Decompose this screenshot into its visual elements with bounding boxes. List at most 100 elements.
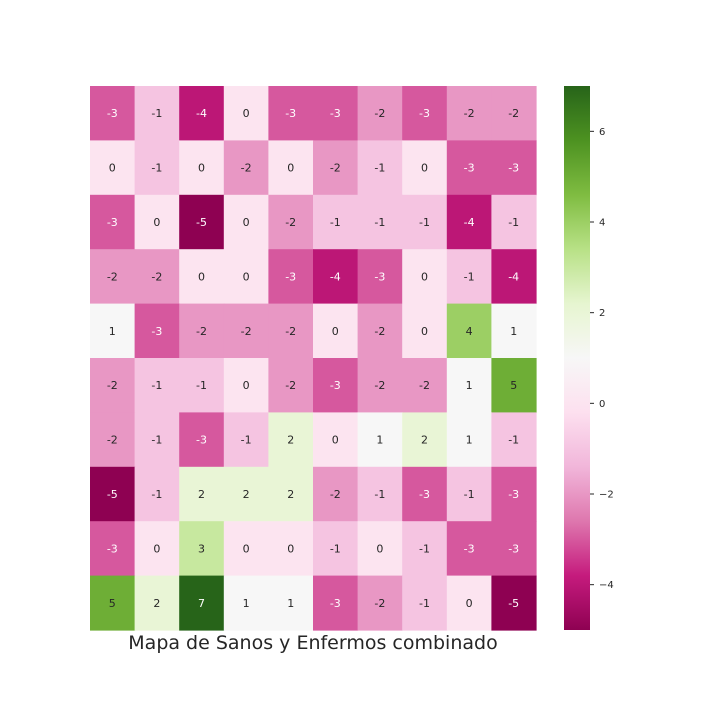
- cell-value-label: -2: [241, 162, 252, 175]
- cell-value-label: 1: [287, 597, 294, 610]
- cell-value-label: 1: [466, 434, 473, 447]
- heatmap-cell: [402, 249, 448, 305]
- heatmap-cell: [90, 575, 136, 631]
- cell-value-label: 1: [243, 597, 250, 610]
- colorbar-tick-label: −2: [599, 490, 614, 501]
- cell-value-label: 7: [198, 597, 205, 610]
- cell-value-label: -2: [107, 270, 118, 283]
- cell-value-label: -2: [285, 379, 296, 392]
- heatmap-cell: [134, 466, 180, 522]
- colorbar-tick-label: 4: [599, 218, 605, 229]
- cell-value-label: -2: [151, 270, 162, 283]
- cell-value-label: -3: [285, 107, 296, 120]
- heatmap-cell: [446, 466, 492, 522]
- heatmap-cell: [313, 140, 359, 196]
- heatmap-cells: -3 -1 -4 0 -3 -3 -2 -3 -2 -2 0 -1 0 -2 0 -2 -1 0 -3 -3 -3 0 -5…: [90, 86, 537, 631]
- cell-value-label: -3: [330, 107, 341, 120]
- cell-value-label: -3: [508, 162, 519, 175]
- cell-value-label: 4: [466, 325, 473, 338]
- heatmap-cell: [357, 575, 403, 631]
- cell-value-label: -3: [330, 597, 341, 610]
- cell-value-label: -3: [107, 542, 118, 555]
- cell-value-label: 0: [243, 216, 250, 229]
- cell-value-label: 2: [153, 597, 160, 610]
- heatmap-cell: [313, 86, 359, 141]
- colorbar-tick-label: 2: [599, 308, 605, 319]
- cell-value-label: 0: [421, 325, 428, 338]
- cell-value-label: -3: [464, 542, 475, 555]
- colorbar-tick-label: −4: [599, 580, 614, 591]
- heatmap-cell: [357, 249, 403, 305]
- heatmap-cell: [313, 303, 359, 359]
- cell-value-label: -2: [107, 379, 118, 392]
- cell-value-label: 1: [510, 325, 517, 338]
- cell-value-label: -2: [464, 107, 475, 120]
- heatmap-cell: [223, 466, 269, 522]
- cell-value-label: -1: [241, 434, 252, 447]
- cell-value-label: 0: [243, 379, 250, 392]
- cell-value-label: 5: [510, 379, 517, 392]
- cell-value-label: -2: [374, 107, 385, 120]
- heatmap-cell: [90, 358, 136, 413]
- heatmap-cell: [268, 303, 314, 359]
- heatmap-cell: [446, 249, 492, 305]
- colorbar-gradient: [564, 86, 590, 630]
- heatmap-cell: [313, 521, 359, 577]
- heatmap-cell: [90, 303, 136, 359]
- heatmap-cell: [313, 575, 359, 631]
- cell-value-label: -2: [241, 325, 252, 338]
- cell-value-label: -5: [107, 488, 118, 501]
- cell-value-label: -1: [330, 216, 341, 229]
- heatmap-cell: [313, 466, 359, 522]
- heatmap-cell: [402, 86, 448, 141]
- heatmap-cell: [179, 466, 225, 522]
- heatmap-cell: [179, 249, 225, 305]
- heatmap-cell: [223, 575, 269, 631]
- heatmap-cell: [357, 466, 403, 522]
- cell-value-label: 2: [421, 434, 428, 447]
- cell-value-label: 0: [421, 162, 428, 175]
- cell-value-label: 0: [153, 216, 160, 229]
- heatmap-cell: [90, 249, 136, 305]
- heatmap-cell: [268, 466, 314, 522]
- heatmap-cell: [491, 412, 537, 468]
- heatmap-cell: [134, 86, 180, 141]
- heatmap-cell: [268, 249, 314, 305]
- heatmap-cell: [357, 86, 403, 141]
- heatmap-cell: [90, 194, 136, 250]
- cell-value-label: -3: [464, 162, 475, 175]
- cell-value-label: -3: [196, 434, 207, 447]
- heatmap-cell: [313, 194, 359, 250]
- cell-value-label: -1: [419, 542, 430, 555]
- heatmap-cell: [134, 249, 180, 305]
- heatmap-cell: [491, 86, 537, 141]
- cell-value-label: -1: [151, 379, 162, 392]
- cell-value-label: 1: [466, 379, 473, 392]
- cell-value-label: -3: [107, 107, 118, 120]
- heatmap-cell: [446, 358, 492, 413]
- cell-value-label: -1: [330, 542, 341, 555]
- heatmap-cell: [402, 194, 448, 250]
- cell-value-label: 2: [287, 488, 294, 501]
- cell-value-label: -1: [151, 488, 162, 501]
- heatmap-cell: [446, 194, 492, 250]
- cell-value-label: -2: [285, 325, 296, 338]
- heatmap-cell: [313, 358, 359, 413]
- heatmap-cell: [446, 575, 492, 631]
- heatmap-cell: [402, 521, 448, 577]
- heatmap-cell: [357, 140, 403, 196]
- heatmap-cell: [402, 466, 448, 522]
- cell-value-label: -1: [196, 379, 207, 392]
- cell-value-label: -1: [151, 107, 162, 120]
- cell-value-label: 0: [243, 107, 250, 120]
- heatmap-cell: [491, 303, 537, 359]
- cell-value-label: -3: [151, 325, 162, 338]
- cell-value-label: -4: [330, 270, 341, 283]
- heatmap-cell: [90, 412, 136, 468]
- heatmap-cell: [90, 86, 136, 141]
- heatmap-cell: [134, 521, 180, 577]
- heatmap-cell: [134, 575, 180, 631]
- heatmap-cell: [357, 412, 403, 468]
- heatmap-cell: [223, 86, 269, 141]
- heatmap-cell: [402, 412, 448, 468]
